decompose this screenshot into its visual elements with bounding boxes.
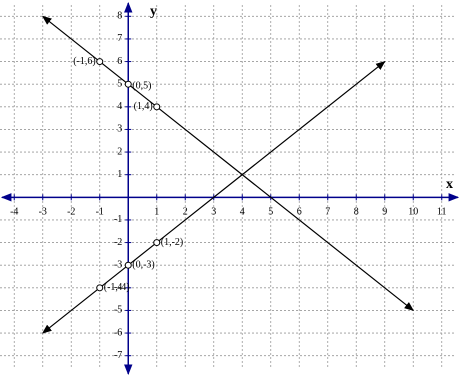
point (124, 261, 132, 269)
x-tick-label: 5 (268, 207, 273, 218)
x-tick-label: 10 (408, 207, 418, 218)
y-tick-label: -6 (114, 327, 122, 338)
point-label: (-1,-4) (104, 282, 130, 293)
y-tick-label: -7 (114, 350, 122, 361)
point (124, 80, 132, 88)
y-tick-label: -1 (114, 214, 122, 225)
x-tick-label: 3 (211, 207, 216, 218)
x-tick-label: -1 (96, 207, 104, 218)
y-tick-label: 3 (117, 124, 122, 135)
x-tick-label: 8 (354, 207, 359, 218)
y-tick-label: 6 (117, 56, 122, 67)
y-tick-label: 2 (117, 146, 122, 157)
x-tick-label: 6 (297, 207, 302, 218)
point-label: (0,5) (132, 80, 151, 91)
y-tick-label: 4 (117, 101, 122, 112)
x-tick-label: 4 (240, 207, 245, 218)
point (153, 103, 161, 111)
y-tick-label: 8 (117, 11, 122, 22)
y-tick-label: -2 (114, 237, 122, 248)
point-label: (0,-3) (132, 259, 155, 270)
y-tick-label: -5 (114, 305, 122, 316)
point-label: (1,4) (134, 101, 153, 112)
x-tick-label: -2 (67, 207, 75, 218)
x-tick-label: 1 (154, 207, 159, 218)
x-tick-label: 7 (325, 207, 330, 218)
point-label: (-1,6) (73, 56, 96, 67)
point (96, 284, 104, 292)
x-axis-label: x (446, 177, 453, 192)
x-tick-label: -3 (39, 207, 47, 218)
y-axis-label: y (150, 4, 157, 19)
y-tick-label: 1 (117, 169, 122, 180)
point-label: (1,-2) (161, 237, 184, 248)
x-tick-label: 2 (183, 207, 188, 218)
y-tick-label: 5 (117, 78, 122, 89)
point (96, 58, 104, 66)
x-tick-label: 11 (437, 207, 447, 218)
y-tick-label: -3 (114, 259, 122, 270)
point (153, 239, 161, 247)
x-tick-label: 9 (382, 207, 387, 218)
x-tick-label: -4 (10, 207, 18, 218)
y-tick-label: 7 (117, 33, 122, 44)
